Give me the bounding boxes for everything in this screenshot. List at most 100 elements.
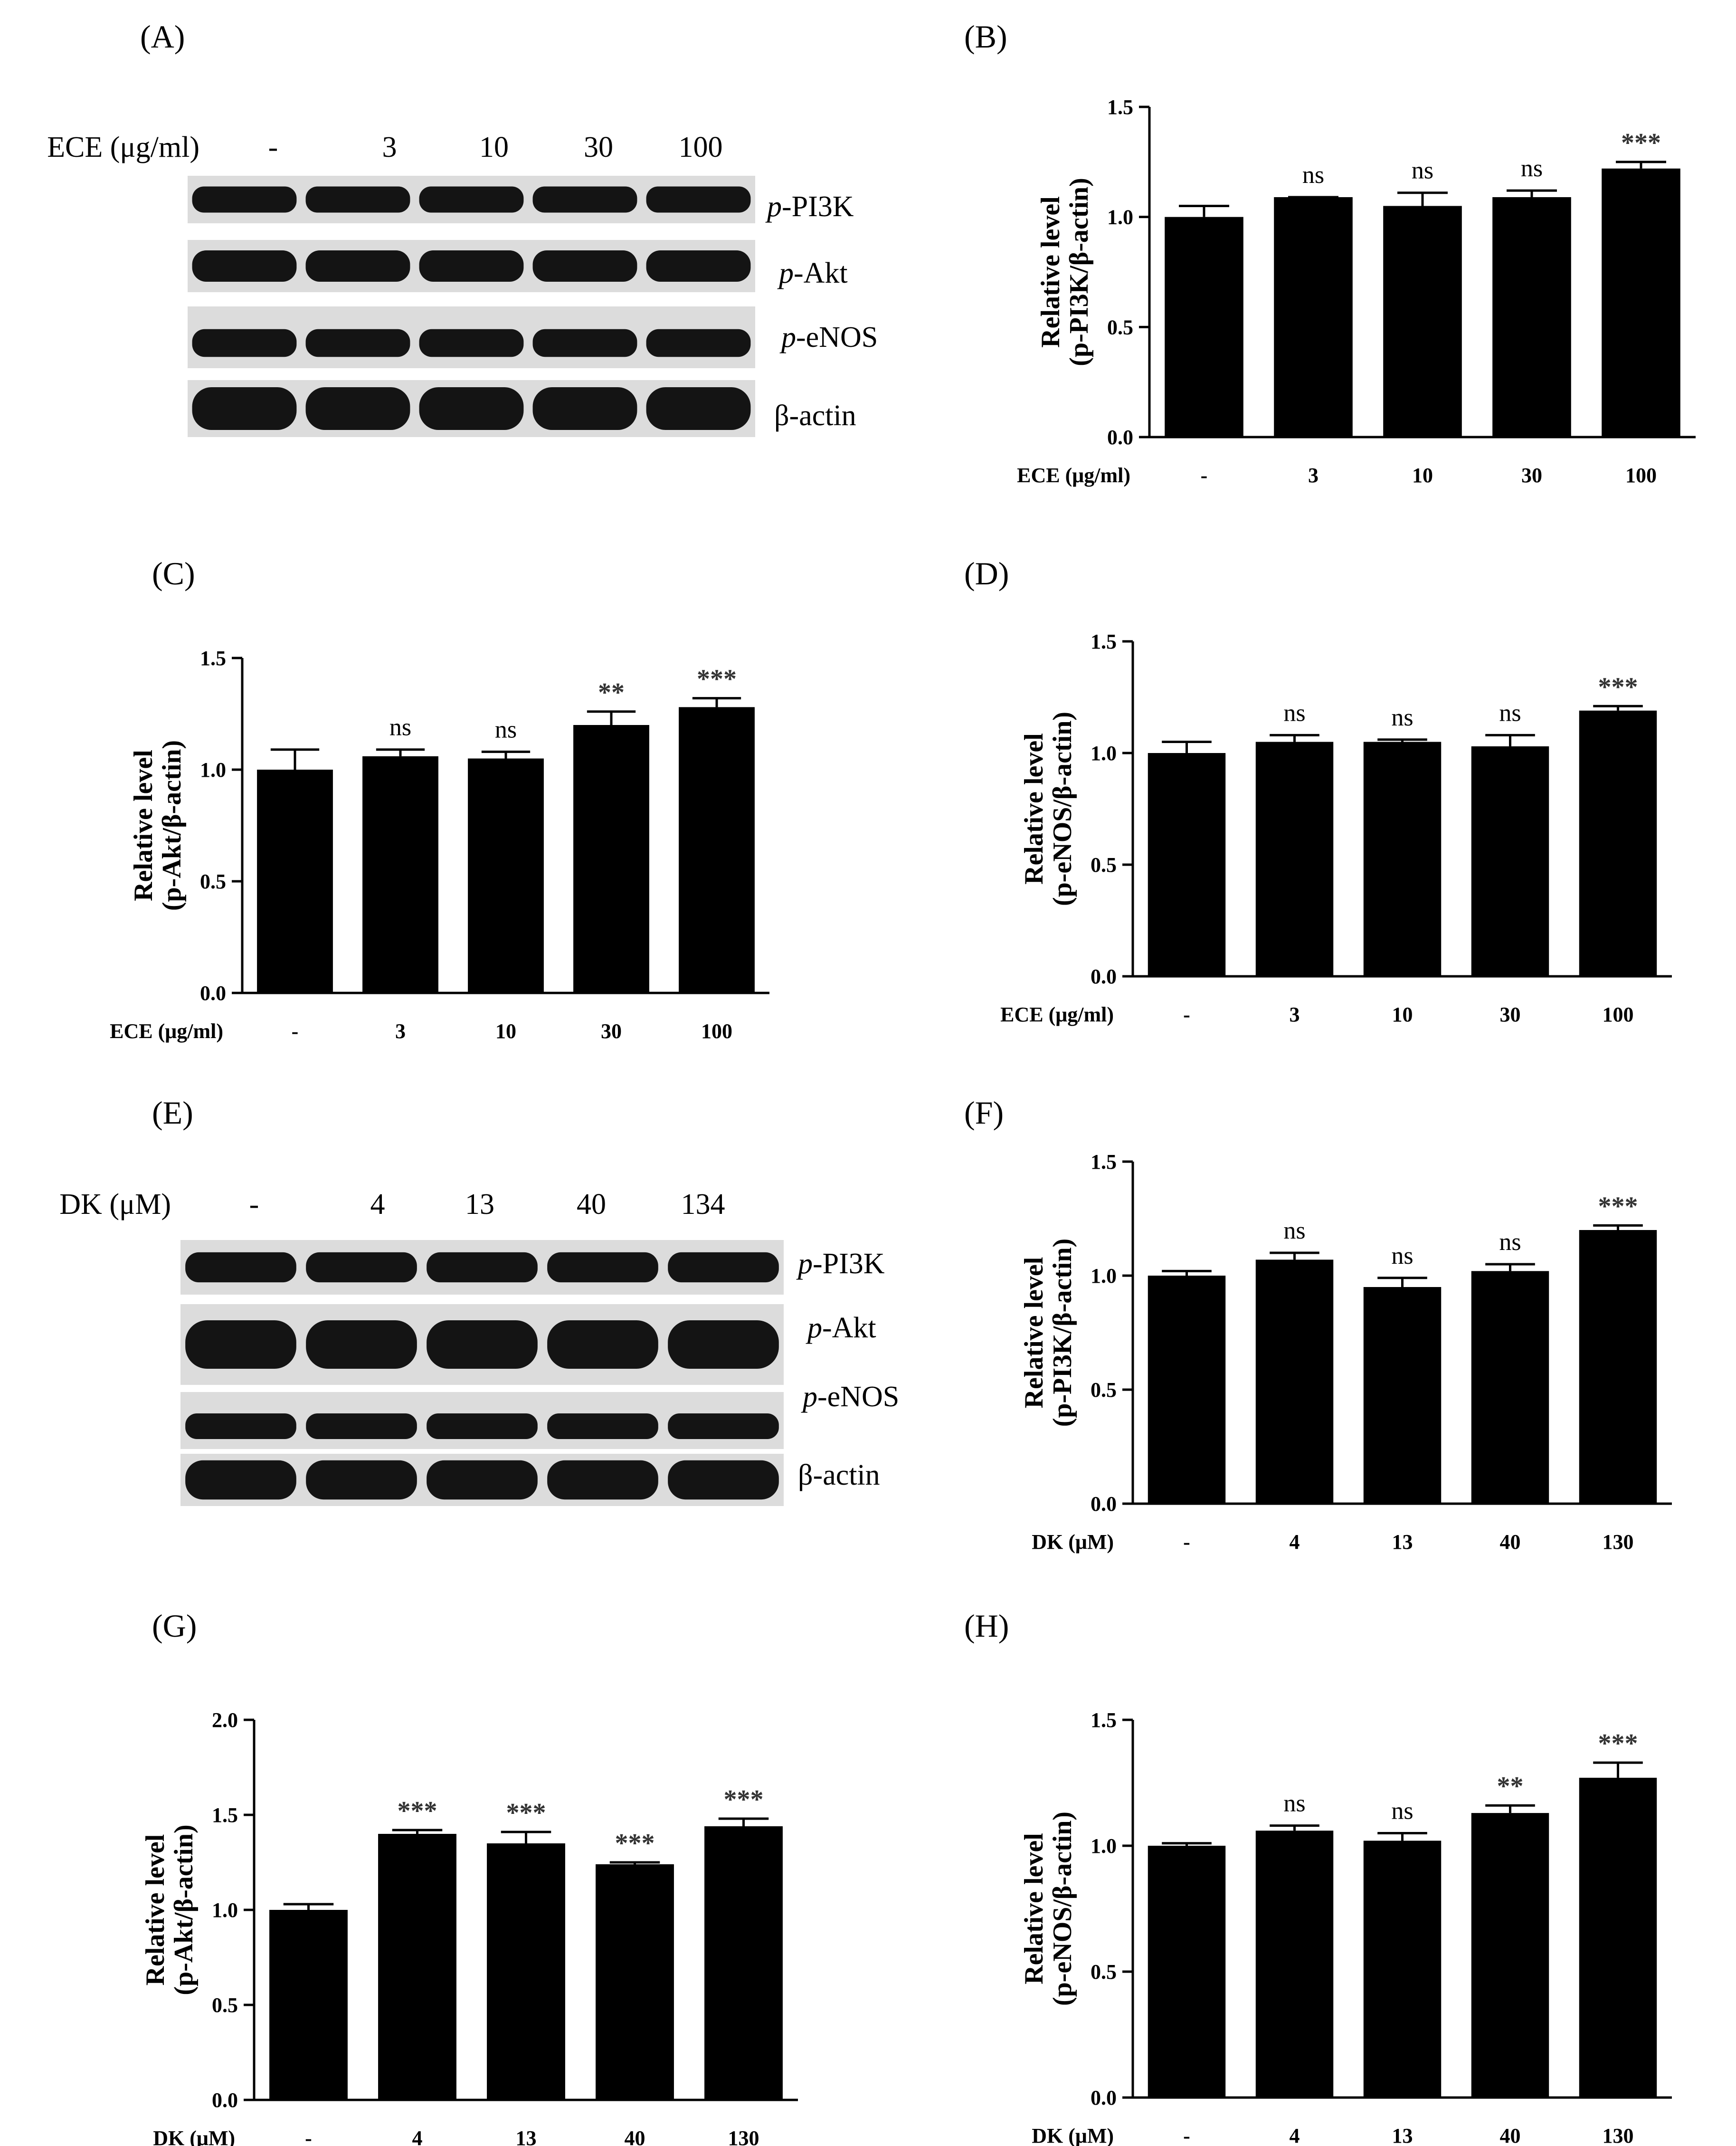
x-tick-label-2: 10 xyxy=(1412,464,1433,487)
blot-band xyxy=(305,387,410,430)
blot-band xyxy=(532,186,637,213)
lane-label-2: 10 xyxy=(479,131,509,163)
western-blot-0: (A) ECE (μg/ml) - 3 10 30 100 p-PI3K p-Akt p-eNOS… xyxy=(47,19,878,437)
bar-0 xyxy=(1148,1276,1226,1504)
blot-row-label-0: p-PI3K xyxy=(765,191,854,223)
x-tick-label-3: 30 xyxy=(1500,1003,1521,1026)
bar-2 xyxy=(487,1843,565,2100)
lane-label-0: - xyxy=(249,1188,259,1221)
y-axis-label: Relative level(p-PI3K/β-actin) xyxy=(1036,178,1094,366)
x-tick-label-0: - xyxy=(1183,1003,1190,1026)
bar-2 xyxy=(1363,1841,1442,2098)
y-axis-label: Relative level(p-PI3K/β-actin) xyxy=(1019,1239,1077,1427)
x-tick-label-2: 13 xyxy=(516,2127,537,2146)
blot-row-label-2: p-eNOS xyxy=(801,1381,899,1413)
blot-band xyxy=(306,1252,417,1283)
bar-chart-4: (G) 0.0 0.5 1.0 1.5 2.0 - *** 4 *** 13 *** 40 *** 130 D… xyxy=(141,1608,798,2146)
blot-band xyxy=(419,250,524,282)
bar-chart-2: (D) 0.0 0.5 1.0 1.5 - ns 3 ns 10 ns 30 *** 100 ECE (μg… xyxy=(964,555,1672,1026)
bar-3 xyxy=(596,1864,674,2100)
blot-row-label-2: p-eNOS xyxy=(779,321,878,353)
blot-band xyxy=(427,1460,538,1500)
significance-label-1: ns xyxy=(1302,162,1324,189)
blot-band xyxy=(419,329,524,357)
panel-label: (G) xyxy=(152,1608,197,1644)
y-tick-label: 0.5 xyxy=(1091,1960,1117,1984)
y-tick-label: 1.5 xyxy=(212,1803,238,1827)
bar-4 xyxy=(704,1826,783,2100)
y-axis-label: Relative level(p-Akt/β-actin) xyxy=(141,1824,199,1995)
lane-label-1: 3 xyxy=(382,131,397,163)
x-tick-label-0: - xyxy=(1183,2124,1190,2146)
blot-band xyxy=(427,1320,538,1369)
blot-band xyxy=(419,387,524,430)
lane-label-3: 40 xyxy=(577,1188,606,1221)
significance-label-3: ns xyxy=(1499,1229,1521,1256)
x-axis-label: ECE (μg/ml) xyxy=(1000,1003,1114,1026)
blot-band xyxy=(547,1320,658,1369)
significance-label-2: ns xyxy=(1391,1242,1413,1269)
significance-label-3: ** xyxy=(1497,1772,1524,1801)
bar-1 xyxy=(1255,1831,1334,2098)
y-axis-label: Relative level(p-Akt/β-actin) xyxy=(129,740,187,911)
x-tick-label-0: - xyxy=(1183,1530,1190,1554)
blot-band xyxy=(668,1460,779,1500)
bar-4 xyxy=(1579,710,1657,976)
x-tick-label-0: - xyxy=(1201,464,1208,487)
y-tick-label: 1.0 xyxy=(1091,742,1117,765)
y-tick-label: 1.5 xyxy=(1091,1708,1117,1732)
y-tick-label: 0.0 xyxy=(1107,426,1133,449)
bar-2 xyxy=(468,758,544,993)
significance-label-2: ns xyxy=(1391,1798,1413,1825)
lane-label-0: - xyxy=(268,131,278,163)
significance-label-4: *** xyxy=(1598,1192,1638,1221)
bar-0 xyxy=(269,1910,348,2100)
x-tick-label-4: 100 xyxy=(701,1020,732,1043)
y-tick-label: 1.5 xyxy=(200,647,226,670)
y-tick-label: 0.5 xyxy=(1107,315,1133,339)
bar-4 xyxy=(679,707,755,993)
x-tick-label-3: 30 xyxy=(1521,464,1542,487)
x-axis-label: DK (μM) xyxy=(153,2127,235,2146)
blot-row-label-1: p-Akt xyxy=(806,1312,876,1344)
blot-band xyxy=(185,1413,296,1439)
y-tick-label: 1.5 xyxy=(1107,95,1133,119)
blot-row-label-0: p-PI3K xyxy=(796,1248,885,1280)
blot-band xyxy=(668,1252,779,1283)
y-tick-label: 0.0 xyxy=(1091,965,1117,988)
bar-0 xyxy=(1148,753,1226,976)
bar-4 xyxy=(1602,168,1680,437)
significance-label-4: *** xyxy=(724,1785,764,1814)
blot-band xyxy=(668,1320,779,1369)
significance-label-3: *** xyxy=(615,1829,655,1858)
blot-row-label-1: p-Akt xyxy=(777,257,848,289)
blot-band xyxy=(419,186,524,213)
lane-label-2: 13 xyxy=(465,1188,494,1221)
bar-1 xyxy=(1255,742,1334,976)
significance-label-3: ns xyxy=(1499,699,1521,726)
y-tick-label: 1.0 xyxy=(212,1898,238,1922)
panel-label: (A) xyxy=(140,19,185,55)
significance-label-4: *** xyxy=(1598,1729,1638,1758)
bar-chart-0: (B) 0.0 0.5 1.0 1.5 - ns 3 ns 10 ns 30 *** 100 ECE (μg… xyxy=(964,19,1696,487)
x-axis-label: ECE (μg/ml) xyxy=(1017,464,1130,487)
bar-4 xyxy=(1579,1777,1657,2098)
lane-label-4: 100 xyxy=(679,131,723,163)
y-tick-label: 0.0 xyxy=(1091,2086,1117,2109)
panel-label: (F) xyxy=(964,1095,1004,1131)
significance-label-4: *** xyxy=(1621,128,1661,158)
y-tick-label: 1.5 xyxy=(1091,630,1117,653)
bar-0 xyxy=(257,770,333,993)
y-tick-label: 2.0 xyxy=(212,1708,238,1732)
bar-1 xyxy=(1274,197,1353,437)
blot-band xyxy=(192,329,297,357)
bar-0 xyxy=(1148,1846,1226,2098)
significance-label-1: *** xyxy=(398,1796,437,1826)
significance-label-1: ns xyxy=(1283,1217,1305,1244)
blot-band xyxy=(427,1252,538,1283)
blot-band xyxy=(646,329,751,357)
bar-3 xyxy=(573,725,649,993)
significance-label-2: *** xyxy=(506,1798,546,1828)
bar-4 xyxy=(1579,1230,1657,1504)
